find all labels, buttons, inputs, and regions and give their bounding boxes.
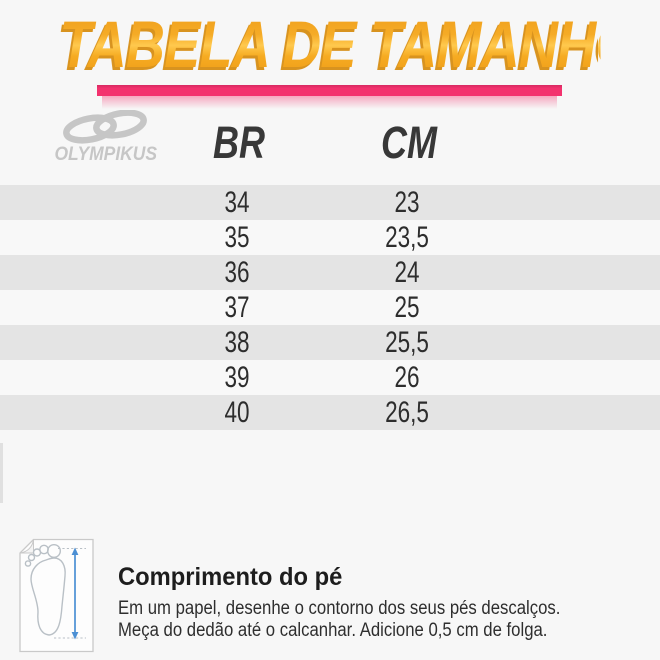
brand-logo: OLYMPIKUS bbox=[50, 110, 160, 166]
page-title: TABELA DE TAMANHOS bbox=[59, 7, 660, 81]
cm-size-value: 23,5 bbox=[385, 221, 429, 254]
cm-size-value: 26,5 bbox=[385, 396, 429, 429]
cm-size-value: 25 bbox=[394, 291, 420, 324]
table-row: 36 24 bbox=[0, 255, 660, 290]
table-row: 34 23 bbox=[0, 185, 660, 220]
cm-size-value: 23 bbox=[394, 186, 420, 219]
cm-size-value: 24 bbox=[394, 256, 420, 289]
table-row: 35 23,5 bbox=[0, 220, 660, 255]
br-size-value: 38 bbox=[224, 326, 250, 359]
br-size-value: 39 bbox=[224, 361, 250, 394]
br-size-value: 36 bbox=[224, 256, 250, 289]
br-size-value: 40 bbox=[224, 396, 250, 429]
br-size-value: 37 bbox=[224, 291, 250, 324]
table-row: 38 25,5 bbox=[0, 325, 660, 360]
cm-size-value: 25,5 bbox=[385, 326, 429, 359]
title-underline bbox=[97, 85, 562, 109]
table-row: 40 26,5 bbox=[0, 395, 660, 430]
column-header-br: BR bbox=[213, 117, 265, 168]
footer-instruction-line1: Em um papel, desenhe o contorno dos seus… bbox=[118, 598, 561, 619]
footer-instruction-line2: Meça do dedão até o calcanhar. Adicione … bbox=[118, 620, 548, 641]
olympikus-rings-icon bbox=[63, 110, 147, 144]
left-edge-artifact bbox=[0, 443, 3, 503]
footer-instructions: Em um papel, desenhe o contorno dos seus… bbox=[118, 598, 560, 642]
br-size-value: 34 bbox=[224, 186, 250, 219]
foot-measurement-icon bbox=[19, 538, 94, 653]
measure-arrow-icon bbox=[71, 547, 79, 640]
cm-size-value: 26 bbox=[394, 361, 420, 394]
brand-logo-text: OLYMPIKUS bbox=[54, 144, 158, 165]
table-row: 39 26 bbox=[0, 360, 660, 395]
footer-heading: Comprimento do pé bbox=[118, 563, 343, 591]
column-header-cm: CM bbox=[381, 117, 437, 168]
size-table: 34 23 35 23,5 36 24 37 25 38 25,5 39 26 … bbox=[0, 185, 660, 430]
table-row: 37 25 bbox=[0, 290, 660, 325]
br-size-value: 35 bbox=[224, 221, 250, 254]
